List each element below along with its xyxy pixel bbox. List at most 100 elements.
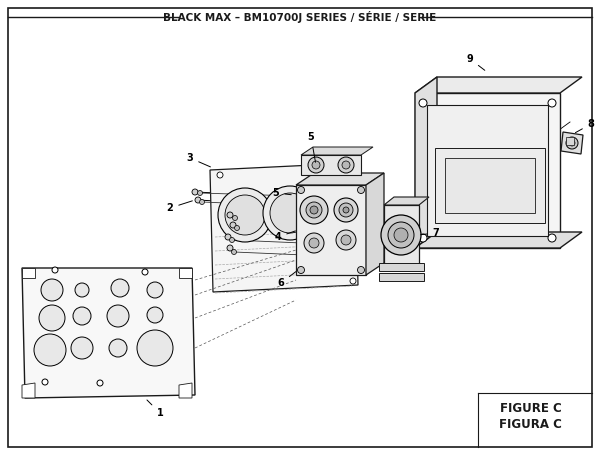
- Polygon shape: [22, 383, 35, 398]
- Circle shape: [566, 137, 578, 149]
- Polygon shape: [179, 383, 192, 398]
- Polygon shape: [296, 185, 366, 275]
- Circle shape: [263, 186, 317, 240]
- Polygon shape: [384, 205, 419, 265]
- Circle shape: [381, 215, 421, 255]
- Circle shape: [343, 207, 349, 213]
- Circle shape: [358, 187, 365, 193]
- Polygon shape: [561, 132, 583, 154]
- Polygon shape: [301, 147, 373, 155]
- Circle shape: [270, 193, 310, 233]
- Circle shape: [350, 278, 356, 284]
- Circle shape: [71, 337, 93, 359]
- Polygon shape: [296, 173, 384, 185]
- Circle shape: [217, 172, 223, 178]
- Circle shape: [229, 238, 235, 243]
- Text: 3: 3: [187, 153, 211, 167]
- Polygon shape: [415, 232, 582, 248]
- Circle shape: [107, 305, 129, 327]
- Polygon shape: [379, 273, 424, 281]
- Polygon shape: [22, 268, 195, 398]
- Circle shape: [334, 198, 358, 222]
- Text: 5: 5: [272, 188, 291, 198]
- Circle shape: [111, 279, 129, 297]
- Text: 4: 4: [275, 231, 295, 242]
- Circle shape: [225, 234, 231, 240]
- Circle shape: [147, 282, 163, 298]
- Text: 2: 2: [167, 201, 193, 213]
- Text: FIGURE C: FIGURE C: [500, 402, 562, 415]
- Circle shape: [97, 380, 103, 386]
- Circle shape: [341, 235, 351, 245]
- Polygon shape: [366, 173, 384, 275]
- Text: FIGURA C: FIGURA C: [499, 418, 562, 431]
- Circle shape: [230, 222, 236, 228]
- Circle shape: [358, 267, 365, 273]
- Text: 7: 7: [421, 228, 439, 238]
- Circle shape: [39, 305, 65, 331]
- Polygon shape: [301, 155, 361, 175]
- Circle shape: [313, 188, 357, 232]
- Bar: [445, 158, 535, 213]
- Circle shape: [142, 269, 148, 275]
- Circle shape: [342, 161, 350, 169]
- Circle shape: [199, 199, 205, 204]
- Circle shape: [336, 230, 356, 250]
- Circle shape: [218, 188, 272, 242]
- Polygon shape: [384, 197, 429, 205]
- Circle shape: [195, 197, 201, 203]
- Circle shape: [338, 157, 354, 173]
- Circle shape: [308, 157, 324, 173]
- Circle shape: [548, 99, 556, 107]
- Circle shape: [304, 233, 324, 253]
- Circle shape: [419, 99, 427, 107]
- Polygon shape: [427, 105, 548, 236]
- Circle shape: [310, 206, 318, 214]
- Circle shape: [52, 267, 58, 273]
- Text: 1: 1: [147, 400, 163, 418]
- Circle shape: [569, 140, 575, 146]
- Circle shape: [42, 379, 48, 385]
- Text: 9: 9: [467, 54, 485, 71]
- Circle shape: [41, 279, 63, 301]
- Circle shape: [319, 194, 351, 226]
- Circle shape: [388, 222, 414, 248]
- Circle shape: [548, 234, 556, 242]
- Circle shape: [197, 191, 203, 196]
- Circle shape: [147, 307, 163, 323]
- Circle shape: [233, 216, 238, 221]
- Polygon shape: [415, 93, 560, 248]
- Circle shape: [75, 283, 89, 297]
- Circle shape: [312, 161, 320, 169]
- Circle shape: [225, 195, 265, 235]
- Circle shape: [300, 196, 328, 224]
- Circle shape: [192, 189, 198, 195]
- Text: 5: 5: [308, 132, 316, 162]
- Circle shape: [298, 187, 305, 193]
- Circle shape: [339, 203, 353, 217]
- Circle shape: [227, 212, 233, 218]
- Text: BLACK MAX – BM10700J SERIES / SÉRIE / SERIE: BLACK MAX – BM10700J SERIES / SÉRIE / SE…: [163, 11, 437, 23]
- Text: 8: 8: [575, 119, 595, 133]
- Circle shape: [306, 202, 322, 218]
- Circle shape: [347, 165, 353, 171]
- Circle shape: [137, 330, 173, 366]
- Circle shape: [298, 267, 305, 273]
- Bar: [566, 137, 574, 145]
- Circle shape: [34, 334, 66, 366]
- Polygon shape: [379, 263, 424, 271]
- Bar: [435, 148, 545, 223]
- Text: 6: 6: [278, 272, 296, 288]
- Polygon shape: [415, 77, 582, 93]
- Circle shape: [235, 226, 239, 231]
- Circle shape: [419, 234, 427, 242]
- Circle shape: [73, 307, 91, 325]
- Polygon shape: [415, 77, 437, 248]
- Circle shape: [227, 245, 233, 251]
- Circle shape: [309, 238, 319, 248]
- Polygon shape: [179, 268, 192, 278]
- Circle shape: [394, 228, 408, 242]
- Circle shape: [109, 339, 127, 357]
- Polygon shape: [210, 163, 358, 292]
- Circle shape: [232, 249, 236, 254]
